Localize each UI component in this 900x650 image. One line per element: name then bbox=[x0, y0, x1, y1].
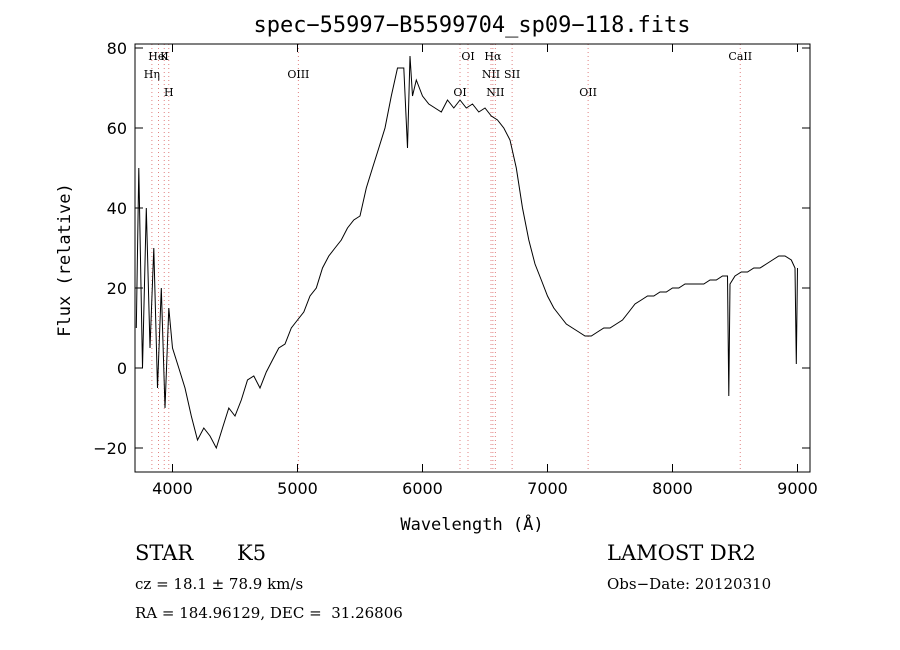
line-label: CaII bbox=[728, 50, 752, 63]
x-axis: 4000 5000 6000 7000 8000 9000 bbox=[152, 44, 818, 498]
x-tick-label: 8000 bbox=[652, 479, 693, 498]
line-label: NII bbox=[486, 86, 504, 99]
subclass-label: K5 bbox=[237, 541, 267, 565]
obs-date: Obs−Date: 20120310 bbox=[607, 575, 772, 593]
x-tick-label: 7000 bbox=[527, 479, 568, 498]
y-tick-label: 20 bbox=[107, 279, 127, 298]
line-label: HeI bbox=[148, 50, 168, 63]
x-axis-label: Wavelength (Å) bbox=[400, 513, 543, 535]
line-label: H bbox=[164, 86, 174, 99]
spectrum-series bbox=[135, 55, 798, 450]
line-label: K bbox=[160, 50, 169, 63]
line-label: SII bbox=[504, 68, 520, 81]
line-label: OI bbox=[453, 86, 466, 99]
line-label: NII bbox=[482, 68, 500, 81]
line-label: OI bbox=[461, 50, 474, 63]
y-tick-label: 60 bbox=[107, 119, 127, 138]
emission-line-markers bbox=[151, 44, 741, 472]
cz-value: cz = 18.1 ± 78.9 km/s bbox=[135, 575, 304, 593]
line-label: Hη bbox=[144, 68, 160, 81]
line-label: Hα bbox=[484, 50, 502, 63]
x-tick-label: 4000 bbox=[152, 479, 193, 498]
survey-label: LAMOST DR2 bbox=[607, 541, 756, 565]
x-tick-label: 5000 bbox=[277, 479, 318, 498]
class-label: STAR bbox=[135, 541, 194, 565]
x-tick-label: 6000 bbox=[402, 479, 443, 498]
chart-title: spec−55997−B5599704_sp09−118.fits bbox=[253, 13, 690, 38]
x-tick-label: 9000 bbox=[777, 479, 818, 498]
y-tick-label: 0 bbox=[117, 359, 127, 378]
spectrum-chart: spec−55997−B5599704_sp09−118.fits HeIHηH… bbox=[55, 13, 818, 535]
plot-frame bbox=[134, 43, 811, 473]
line-label: OIII bbox=[287, 68, 309, 81]
y-axis: −20 0 20 40 60 80 bbox=[93, 39, 810, 458]
y-tick-label: 80 bbox=[107, 39, 127, 58]
y-tick-label: −20 bbox=[93, 439, 127, 458]
ra-dec-coordinates: RA = 184.96129, DEC = 31.26806 bbox=[135, 604, 403, 622]
line-label: OII bbox=[579, 86, 597, 99]
y-tick-label: 40 bbox=[107, 199, 127, 218]
y-axis-label: Flux (relative) bbox=[55, 183, 75, 337]
